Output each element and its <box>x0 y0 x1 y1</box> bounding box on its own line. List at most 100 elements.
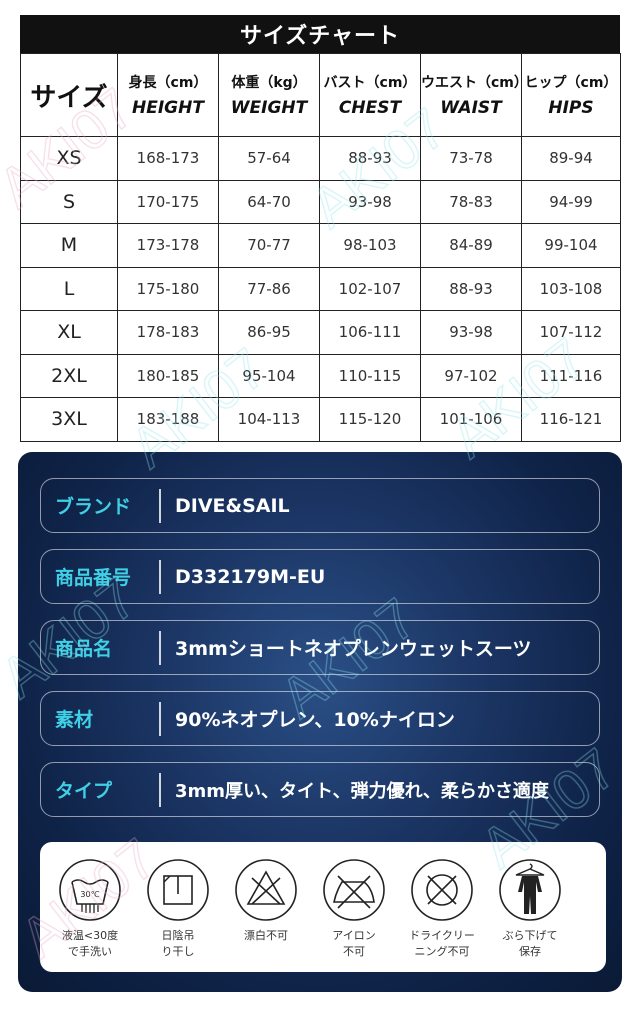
measure-cell: 89-94 <box>521 136 621 181</box>
care-text-line2: 不可 <box>343 945 365 958</box>
wash-30-icon: 30℃ <box>59 859 121 921</box>
care-text-line1: 漂白不可 <box>244 929 288 942</box>
size-cell: XS <box>20 136 118 181</box>
measure-cell: 77-86 <box>218 266 320 311</box>
care-text-line1: 液温<30度 <box>61 929 119 942</box>
spec-panel: ブランド DIVE&SAIL 商品番号 D332179M-EU 商品名 3mmシ… <box>18 452 622 992</box>
measure-cell: 93-98 <box>319 179 421 224</box>
no-dry-clean-icon <box>411 859 473 921</box>
size-cell: M <box>20 223 118 268</box>
measure-cell: 86-95 <box>218 310 320 355</box>
care-item-no-iron: アイロン 不可 <box>310 842 398 960</box>
shade-dry-icon <box>147 859 209 921</box>
care-text-line2: り干し <box>161 945 195 958</box>
svg-text:30℃: 30℃ <box>80 890 99 899</box>
measure-cell: 95-104 <box>218 353 320 398</box>
care-text-line2: 保存 <box>519 945 541 958</box>
table-row: 3XL 183-188 104-113 115-120 101-106 116-121 <box>20 397 621 442</box>
col-chest-header: バスト（cm） CHEST <box>319 53 421 137</box>
spec-row-type: タイプ 3mm厚い、タイト、弾力優れ、柔らかさ適度 <box>40 762 600 817</box>
spec-row-material: 素材 90%ネオプレン、10%ナイロン <box>40 691 600 746</box>
measure-cell: 57-64 <box>218 136 320 181</box>
spec-label: 素材 <box>55 709 94 731</box>
measure-cell: 170-175 <box>117 179 219 224</box>
divider <box>159 701 161 736</box>
table-row: S 170-175 64-70 93-98 78-83 94-99 <box>20 179 621 224</box>
hang-dry-icon <box>499 859 561 921</box>
size-table: サイズ 身長（cm） HEIGHT 体重（kg） WEIGHT バスト（cm） CHE… <box>20 53 621 442</box>
care-text-line1: ぶら下げて <box>502 929 558 942</box>
care-instructions: 30℃ 液温<30度 で手洗い 日陰吊り干し 漂白不可 <box>40 842 606 972</box>
measure-cell: 99-104 <box>521 223 621 268</box>
spec-value: 3mmショートネオプレンウェットスーツ <box>175 638 532 660</box>
size-header: サイズ <box>20 53 118 137</box>
measure-cell: 73-78 <box>420 136 522 181</box>
spec-label: ブランド <box>55 496 132 518</box>
care-text-line2: ニング不可 <box>414 945 470 958</box>
measure-cell: 93-98 <box>420 310 522 355</box>
spec-label: 商品名 <box>55 638 113 660</box>
chart-title: サイズチャート <box>20 15 620 53</box>
spec-value: D332179M-EU <box>175 565 326 588</box>
col-hips-header: ヒップ（cm） HIPS <box>521 53 621 137</box>
size-cell: 2XL <box>20 353 118 398</box>
measure-cell: 78-83 <box>420 179 522 224</box>
measure-cell: 103-108 <box>521 266 621 311</box>
measure-cell: 178-183 <box>117 310 219 355</box>
measure-cell: 110-115 <box>319 353 421 398</box>
care-text-line1: ドライクリー <box>409 929 475 942</box>
measure-cell: 97-102 <box>420 353 522 398</box>
measure-cell: 173-178 <box>117 223 219 268</box>
divider <box>159 772 161 807</box>
care-text-line1: アイロン <box>332 929 376 942</box>
measure-cell: 88-93 <box>319 136 421 181</box>
no-iron-icon <box>323 859 385 921</box>
measure-cell: 64-70 <box>218 179 320 224</box>
table-row: 2XL 180-185 95-104 110-115 97-102 111-116 <box>20 353 621 398</box>
col-weight-header: 体重（kg） WEIGHT <box>218 53 320 137</box>
divider <box>159 630 161 665</box>
care-item-hang-dry: ぶら下げて 保存 <box>486 842 574 960</box>
spec-row-product-number: 商品番号 D332179M-EU <box>40 549 600 604</box>
measure-cell: 94-99 <box>521 179 621 224</box>
measure-cell: 111-116 <box>521 353 621 398</box>
measure-cell: 115-120 <box>319 397 421 442</box>
measure-cell: 101-106 <box>420 397 522 442</box>
size-cell: 3XL <box>20 397 118 442</box>
measure-cell: 106-111 <box>319 310 421 355</box>
no-bleach-icon <box>235 859 297 921</box>
spec-row-product-name: 商品名 3mmショートネオプレンウェットスーツ <box>40 620 600 675</box>
measure-cell: 107-112 <box>521 310 621 355</box>
care-text-line1: 日陰吊 <box>161 929 195 942</box>
care-item-hand-wash: 30℃ 液温<30度 で手洗い <box>46 842 134 960</box>
measure-cell: 70-77 <box>218 223 320 268</box>
spec-value: DIVE&SAIL <box>175 494 290 517</box>
measure-cell: 175-180 <box>117 266 219 311</box>
measure-cell: 180-185 <box>117 353 219 398</box>
size-chart: サイズチャート サイズ 身長（cm） HEIGHT 体重（kg） WEIGHT バス… <box>20 15 621 442</box>
table-header-row: サイズ 身長（cm） HEIGHT 体重（kg） WEIGHT バスト（cm） CHE… <box>20 53 621 137</box>
care-text-line2: で手洗い <box>68 945 112 958</box>
divider <box>159 488 161 523</box>
table-row: XS 168-173 57-64 88-93 73-78 89-94 <box>20 136 621 181</box>
spec-label: 商品番号 <box>55 567 132 589</box>
col-height-header: 身長（cm） HEIGHT <box>117 53 219 137</box>
measure-cell: 84-89 <box>420 223 522 268</box>
spec-value: 90%ネオプレン、10%ナイロン <box>175 709 455 731</box>
care-item-shade-dry: 日陰吊 り干し <box>134 842 222 960</box>
table-row: M 173-178 70-77 98-103 84-89 99-104 <box>20 223 621 268</box>
spec-row-brand: ブランド DIVE&SAIL <box>40 478 600 533</box>
measure-cell: 104-113 <box>218 397 320 442</box>
divider <box>159 559 161 594</box>
care-item-no-dry-clean: ドライクリー ニング不可 <box>398 842 486 960</box>
table-row: L 175-180 77-86 102-107 88-93 103-108 <box>20 266 621 311</box>
table-row: XL 178-183 86-95 106-111 93-98 107-112 <box>20 310 621 355</box>
col-waist-header: ウエスト（cm） WAIST <box>420 53 528 137</box>
size-cell: L <box>20 266 118 311</box>
measure-cell: 88-93 <box>420 266 522 311</box>
spec-label: タイプ <box>55 780 113 802</box>
size-cell: S <box>20 179 118 224</box>
size-cell: XL <box>20 310 118 355</box>
measure-cell: 98-103 <box>319 223 421 268</box>
care-item-no-bleach: 漂白不可 <box>222 842 310 944</box>
